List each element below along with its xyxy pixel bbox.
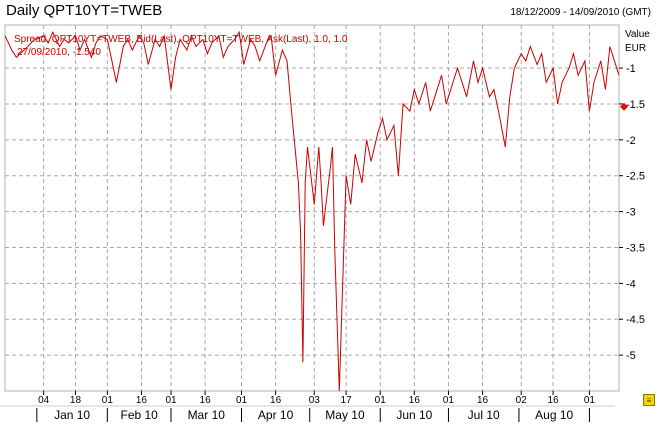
y-tick-label: -5 [626, 350, 636, 362]
chart-title: Daily QPT10YT=TWEB [6, 2, 163, 19]
x-month-label: Jul 10 [468, 408, 500, 422]
x-day-label: 01 [443, 395, 455, 406]
x-day-label: 04 [38, 395, 50, 406]
x-month-label: May 10 [325, 408, 365, 422]
current-value-marker [620, 102, 628, 111]
y-axis-title: Value [625, 29, 650, 40]
x-day-label: 17 [341, 395, 353, 406]
x-month-label: Aug 10 [535, 408, 573, 422]
x-month-label: Feb 10 [120, 408, 158, 422]
y-tick-label: -2 [626, 135, 636, 147]
x-day-label: 16 [270, 395, 282, 406]
legend-line-1: Spread, QPT10YT=TWEB, Bid(Last), QPT10YT… [14, 34, 348, 45]
y-tick-label: -3 [626, 207, 636, 219]
x-day-label: 16 [200, 395, 212, 406]
x-day-label: 02 [516, 395, 528, 406]
y-tick-label: -4 [626, 278, 636, 290]
grid [5, 25, 619, 391]
x-day-label: 01 [102, 395, 114, 406]
plot-area [4, 24, 620, 392]
x-day-label: 01 [375, 395, 387, 406]
x-day-label: 03 [309, 395, 321, 406]
y-tick-label: -1 [626, 63, 636, 75]
x-day-label: 16 [409, 395, 421, 406]
x-month-label: Jan 10 [54, 408, 90, 422]
x-day-label: 01 [165, 395, 177, 406]
x-day-label: 16 [136, 395, 148, 406]
spread-series-line [4, 30, 620, 392]
y-tick-label: -1.5 [626, 99, 645, 111]
x-day-label: 18 [70, 395, 82, 406]
x-day-label: 01 [236, 395, 248, 406]
chart-settings-icon[interactable]: ≡ [643, 394, 655, 406]
x-day-label: 16 [547, 395, 559, 406]
x-day-label: 01 [584, 395, 596, 406]
legend-line-2: 27/09/2010, -1.540 [17, 47, 101, 58]
x-month-label: Apr 10 [258, 408, 294, 422]
x-month-label: Jun 10 [396, 408, 432, 422]
y-tick-label: -4.5 [626, 314, 645, 326]
x-day-label: 16 [477, 395, 489, 406]
y-axis-unit: EUR [625, 43, 646, 54]
date-range: 18/12/2009 - 14/09/2010 (GMT) [510, 7, 651, 18]
x-axis: 04 18 01 16 01 16 01 16 03 17 01 16 01 16 02 16 01 Jan 10… [36, 391, 596, 422]
y-tick-label: -3.5 [626, 242, 645, 254]
y-tick-label: -2.5 [626, 171, 645, 183]
y-axis: -1 -1.5 -2 -2.5 -3 -3.5 -4 -4.5 -5 [619, 63, 645, 362]
x-month-label: Mar 10 [188, 408, 226, 422]
